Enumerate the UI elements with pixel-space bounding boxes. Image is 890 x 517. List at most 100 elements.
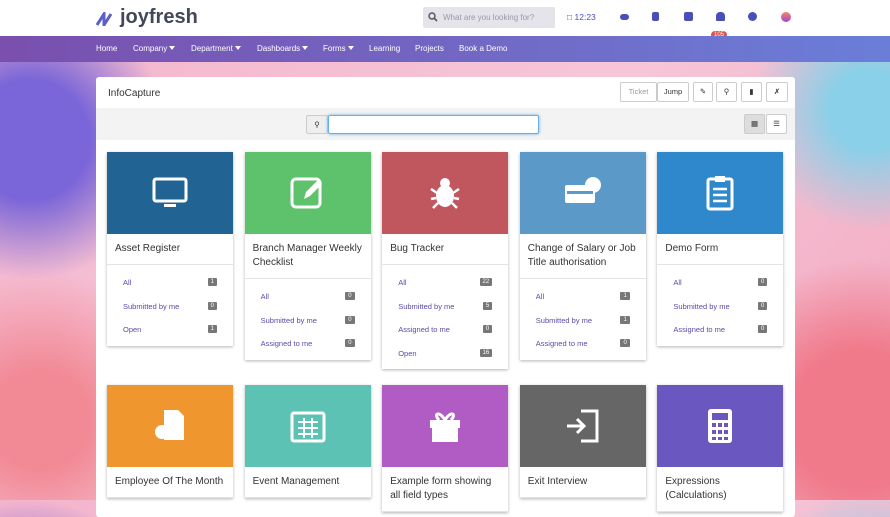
link-label: Open: [123, 325, 142, 334]
card-link[interactable]: Open 1: [107, 318, 233, 342]
avatar[interactable]: [781, 12, 791, 22]
link-label: All: [398, 278, 407, 287]
nav-label: Learning: [369, 44, 401, 53]
form-card[interactable]: Employee Of The Month: [107, 385, 233, 498]
form-card[interactable]: Exit Interview: [519, 385, 646, 498]
card-icon: [566, 409, 599, 443]
link-label: All: [123, 278, 132, 287]
panel-title: InfoCapture: [108, 88, 161, 99]
link-label: Assigned to me: [398, 325, 450, 334]
form-card[interactable]: Demo Form All 0 Submitted by me 0 Assigned to…: [657, 152, 784, 346]
card-title: Exit Interview: [519, 467, 646, 498]
form-card[interactable]: Asset Register All 1 Submitted by me 0 Open 1: [107, 152, 233, 346]
link-count: 0: [758, 278, 768, 286]
card-link[interactable]: All 22: [382, 271, 508, 295]
users-icon[interactable]: [748, 12, 757, 21]
edit-button[interactable]: ✎: [693, 82, 713, 102]
bookmark-icon[interactable]: [652, 12, 659, 21]
form-search-input[interactable]: [328, 115, 539, 134]
link-icon[interactable]: [620, 14, 629, 20]
form-card[interactable]: Example form showing all field types: [382, 385, 509, 512]
notification-badge: 105: [711, 31, 728, 39]
card-links: All 0 Submitted by me 0 Assigned to me 0: [657, 265, 783, 346]
caret: [169, 46, 176, 50]
ticket-input[interactable]: Ticket: [620, 82, 657, 102]
top-bar: joyfresh What are you looking for? □ 12:…: [0, 0, 890, 39]
card-title: Bug Tracker: [382, 234, 509, 265]
logo[interactable]: joyfresh: [95, 6, 198, 31]
card-link[interactable]: All 1: [107, 271, 233, 295]
chart-button[interactable]: ▮: [741, 82, 762, 102]
link-label: Submitted by me: [673, 301, 730, 311]
tools-button[interactable]: ✗: [766, 82, 788, 102]
card-title: Expressions (Calculations): [657, 467, 784, 512]
nav-label: Projects: [415, 44, 444, 53]
link-label: Submitted by me: [260, 315, 317, 325]
link-label: Assigned to me: [673, 325, 726, 334]
apps-icon[interactable]: [684, 12, 693, 21]
form-card[interactable]: Change of Salary or Job Title authorisat…: [519, 152, 646, 360]
card-link[interactable]: Submitted by me 0: [107, 295, 233, 319]
form-card[interactable]: Branch Manager Weekly Checklist All 0 Submi…: [244, 152, 371, 360]
link-count: 0: [345, 315, 355, 324]
search-button[interactable]: ⚲: [716, 82, 737, 102]
card-icon: [708, 409, 733, 443]
card-link[interactable]: Submitted by me 1: [520, 309, 646, 333]
link-count: 1: [207, 325, 217, 333]
form-card[interactable]: Bug Tracker All 22 Submitted by me 5 Assigned…: [382, 152, 509, 369]
card-icon: [290, 411, 326, 443]
link-label: Assigned to me: [260, 339, 313, 348]
nav-item[interactable]: Home: [96, 44, 117, 53]
clock[interactable]: □ 12:23: [567, 12, 596, 22]
nav-item[interactable]: Forms: [323, 44, 354, 53]
card-title: Change of Salary or Job Title authorisat…: [519, 234, 646, 279]
nav-label: Home: [96, 44, 118, 53]
card-title: Event Management: [244, 467, 371, 498]
link-label: All: [535, 292, 545, 301]
card-link[interactable]: Submitted by me 0: [245, 309, 371, 333]
card-icon-area: [519, 152, 646, 234]
card-link[interactable]: Submitted by me 0: [657, 295, 783, 319]
link-count: 0: [758, 325, 768, 333]
grid-view-button[interactable]: ▦: [744, 114, 765, 134]
card-link[interactable]: All 1: [520, 285, 646, 309]
card-icon-area: [244, 385, 371, 467]
card-link[interactable]: Assigned to me 0: [382, 318, 508, 342]
link-count: 1: [620, 292, 630, 300]
jump-button[interactable]: Jump: [657, 82, 689, 102]
card-link[interactable]: Assigned to me 0: [245, 332, 371, 356]
global-search[interactable]: What are you looking for?: [423, 7, 555, 28]
nav-item[interactable]: Dashboards: [257, 44, 309, 53]
link-label: Submitted by me: [123, 301, 180, 311]
nav-item[interactable]: Company: [133, 44, 176, 53]
card-link[interactable]: All 0: [245, 285, 371, 309]
nav-item[interactable]: Book a Demo: [459, 44, 507, 53]
nav-item[interactable]: Learning: [369, 44, 400, 53]
link-count: 16: [479, 348, 493, 357]
card-title: Asset Register: [107, 234, 233, 265]
card-links: All 22 Submitted by me 5 Assigned to me 0 Open…: [382, 265, 508, 369]
link-count: 0: [345, 292, 355, 300]
card-link[interactable]: Open 16: [382, 342, 508, 366]
logo-text: joyfresh: [120, 6, 198, 28]
card-icon: [430, 412, 461, 442]
card-link[interactable]: Assigned to me 0: [657, 318, 783, 342]
nav-item[interactable]: Projects: [415, 44, 444, 53]
card-icon-area: [107, 152, 233, 234]
card-link[interactable]: All 0: [657, 271, 783, 295]
list-view-button[interactable]: ☰: [766, 114, 787, 134]
card-icon: [430, 178, 460, 209]
bell-icon[interactable]: [716, 12, 725, 21]
card-icon-area: [519, 385, 646, 467]
form-card[interactable]: Event Management: [244, 385, 371, 498]
card-title: Branch Manager Weekly Checklist: [244, 234, 371, 279]
link-count: 22: [479, 278, 493, 286]
nav-item[interactable]: Department: [191, 44, 242, 53]
form-card[interactable]: Expressions (Calculations): [657, 385, 784, 512]
card-link[interactable]: Assigned to me 0: [520, 332, 646, 356]
link-count: 1: [207, 278, 217, 286]
link-count: 0: [482, 325, 493, 333]
search-addon: ⚲: [306, 115, 328, 134]
card-link[interactable]: Submitted by me 5: [382, 295, 508, 319]
